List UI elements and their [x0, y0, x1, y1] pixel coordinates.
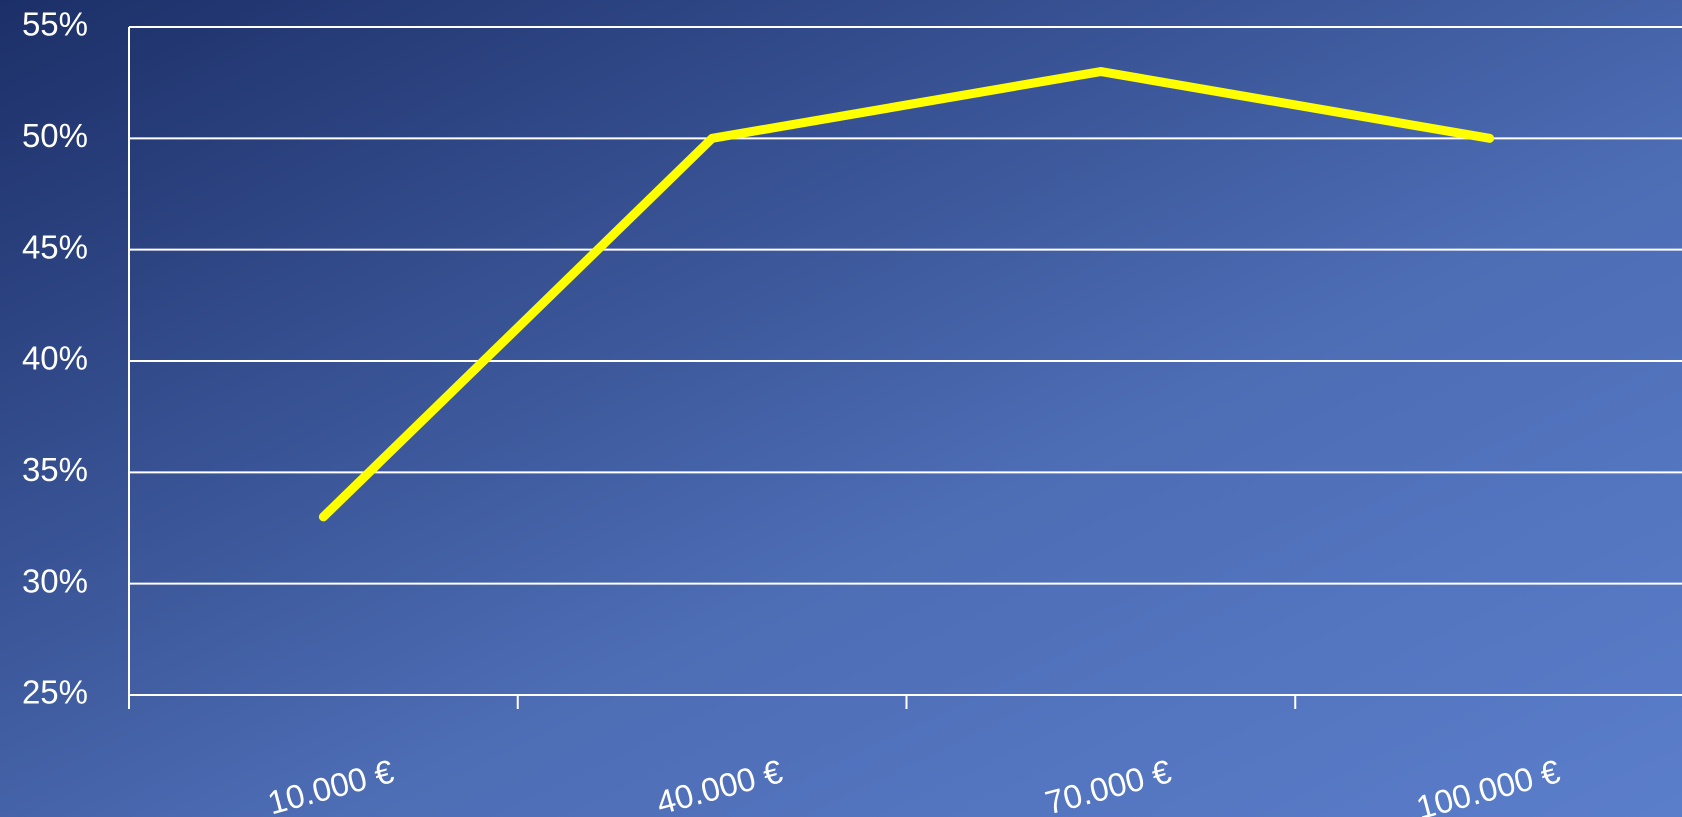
- y-tick-label: 50%: [22, 117, 88, 154]
- y-tick-label: 25%: [22, 674, 88, 711]
- y-tick-label: 55%: [22, 6, 88, 43]
- y-tick-label: 35%: [22, 451, 88, 488]
- y-tick-label: 40%: [22, 340, 88, 377]
- y-tick-label: 45%: [22, 228, 88, 265]
- y-tick-label: 30%: [22, 562, 88, 599]
- data-line: [318, 67, 1495, 522]
